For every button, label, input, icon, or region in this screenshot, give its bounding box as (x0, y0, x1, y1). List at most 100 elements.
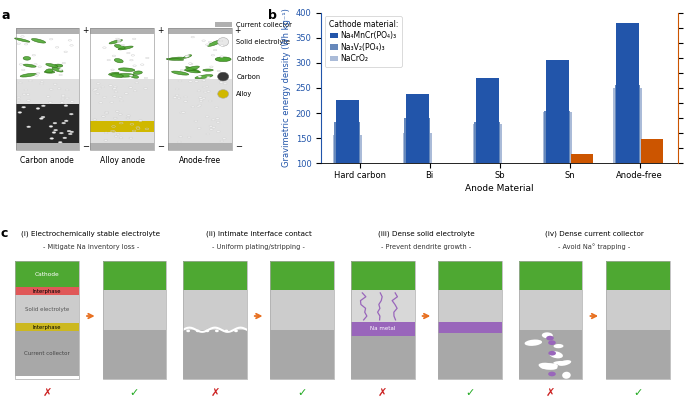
Ellipse shape (127, 52, 130, 54)
Ellipse shape (180, 112, 184, 113)
Ellipse shape (97, 83, 100, 85)
Bar (545, 111, 570, 163)
Ellipse shape (18, 112, 22, 113)
Ellipse shape (214, 106, 219, 108)
Ellipse shape (216, 131, 220, 133)
Text: Alloy: Alloy (236, 91, 252, 97)
Bar (359, 163, 385, 206)
Bar (16, 103, 79, 143)
Ellipse shape (17, 96, 21, 98)
Ellipse shape (94, 88, 97, 90)
Ellipse shape (59, 69, 62, 70)
Ellipse shape (67, 130, 71, 132)
Ellipse shape (55, 47, 59, 48)
Bar (214, 22, 232, 27)
Bar (271, 330, 334, 379)
Ellipse shape (119, 113, 122, 115)
Ellipse shape (24, 89, 28, 91)
Ellipse shape (109, 72, 119, 75)
Bar (404, 118, 430, 163)
Bar (431, 163, 453, 168)
Bar (429, 163, 455, 195)
Ellipse shape (179, 136, 182, 138)
Ellipse shape (54, 64, 63, 67)
Bar (614, 85, 640, 163)
Ellipse shape (177, 98, 181, 99)
Ellipse shape (186, 55, 189, 57)
Ellipse shape (191, 36, 195, 38)
Ellipse shape (40, 118, 43, 119)
Ellipse shape (49, 126, 53, 127)
Text: ✗: ✗ (42, 388, 52, 398)
Text: - Avoid Na° trapping -: - Avoid Na° trapping - (558, 243, 630, 250)
Ellipse shape (17, 43, 21, 45)
Ellipse shape (202, 98, 206, 99)
Ellipse shape (112, 88, 116, 90)
Ellipse shape (144, 88, 147, 89)
Bar (90, 143, 154, 150)
Ellipse shape (107, 59, 110, 61)
Ellipse shape (184, 55, 192, 58)
X-axis label: Anode Material: Anode Material (465, 184, 534, 193)
Ellipse shape (199, 99, 203, 100)
Bar (16, 143, 79, 150)
Bar (406, 94, 429, 163)
Ellipse shape (191, 106, 195, 108)
Ellipse shape (212, 119, 215, 121)
Ellipse shape (70, 131, 73, 133)
Text: ✗: ✗ (210, 388, 220, 398)
Ellipse shape (129, 75, 133, 76)
Ellipse shape (177, 141, 182, 143)
Ellipse shape (218, 72, 229, 81)
Ellipse shape (186, 70, 199, 73)
Ellipse shape (538, 363, 558, 370)
Ellipse shape (64, 105, 68, 106)
Y-axis label: Gravimetric energy density (Wh kg⁻¹): Gravimetric energy density (Wh kg⁻¹) (282, 8, 291, 167)
Ellipse shape (194, 121, 198, 122)
Ellipse shape (130, 123, 134, 125)
Bar (637, 163, 667, 168)
Bar (103, 330, 166, 379)
Text: (ii) Intimate interface contact: (ii) Intimate interface contact (206, 231, 312, 237)
Ellipse shape (23, 57, 31, 60)
Bar (438, 261, 502, 290)
Ellipse shape (130, 75, 138, 78)
Bar (169, 143, 232, 150)
Ellipse shape (203, 86, 206, 88)
Ellipse shape (212, 126, 216, 128)
Ellipse shape (116, 73, 134, 77)
Ellipse shape (173, 97, 177, 98)
Ellipse shape (22, 106, 25, 108)
Bar (16, 79, 79, 103)
Bar (476, 78, 499, 163)
Bar (169, 28, 232, 34)
Bar (271, 290, 334, 330)
Text: −: − (157, 142, 164, 151)
Ellipse shape (186, 329, 190, 332)
Ellipse shape (118, 39, 121, 41)
Ellipse shape (234, 329, 238, 332)
Ellipse shape (225, 329, 228, 332)
Ellipse shape (127, 115, 130, 116)
Ellipse shape (27, 126, 31, 128)
Text: ✓: ✓ (465, 388, 475, 398)
Ellipse shape (188, 63, 192, 64)
Bar (15, 295, 79, 323)
Ellipse shape (14, 38, 30, 42)
Ellipse shape (548, 351, 556, 356)
Ellipse shape (113, 86, 117, 88)
Text: ✓: ✓ (633, 388, 643, 398)
Ellipse shape (131, 55, 134, 56)
Ellipse shape (129, 138, 133, 139)
Ellipse shape (215, 329, 219, 332)
Ellipse shape (112, 88, 116, 89)
Bar (103, 290, 166, 330)
Ellipse shape (53, 129, 58, 131)
Ellipse shape (180, 70, 184, 71)
Text: (iii) Dense solid electrolyte: (iii) Dense solid electrolyte (378, 231, 475, 237)
Ellipse shape (218, 90, 229, 98)
Ellipse shape (45, 71, 55, 73)
Bar (90, 121, 154, 132)
Ellipse shape (61, 98, 65, 100)
Ellipse shape (64, 51, 67, 53)
